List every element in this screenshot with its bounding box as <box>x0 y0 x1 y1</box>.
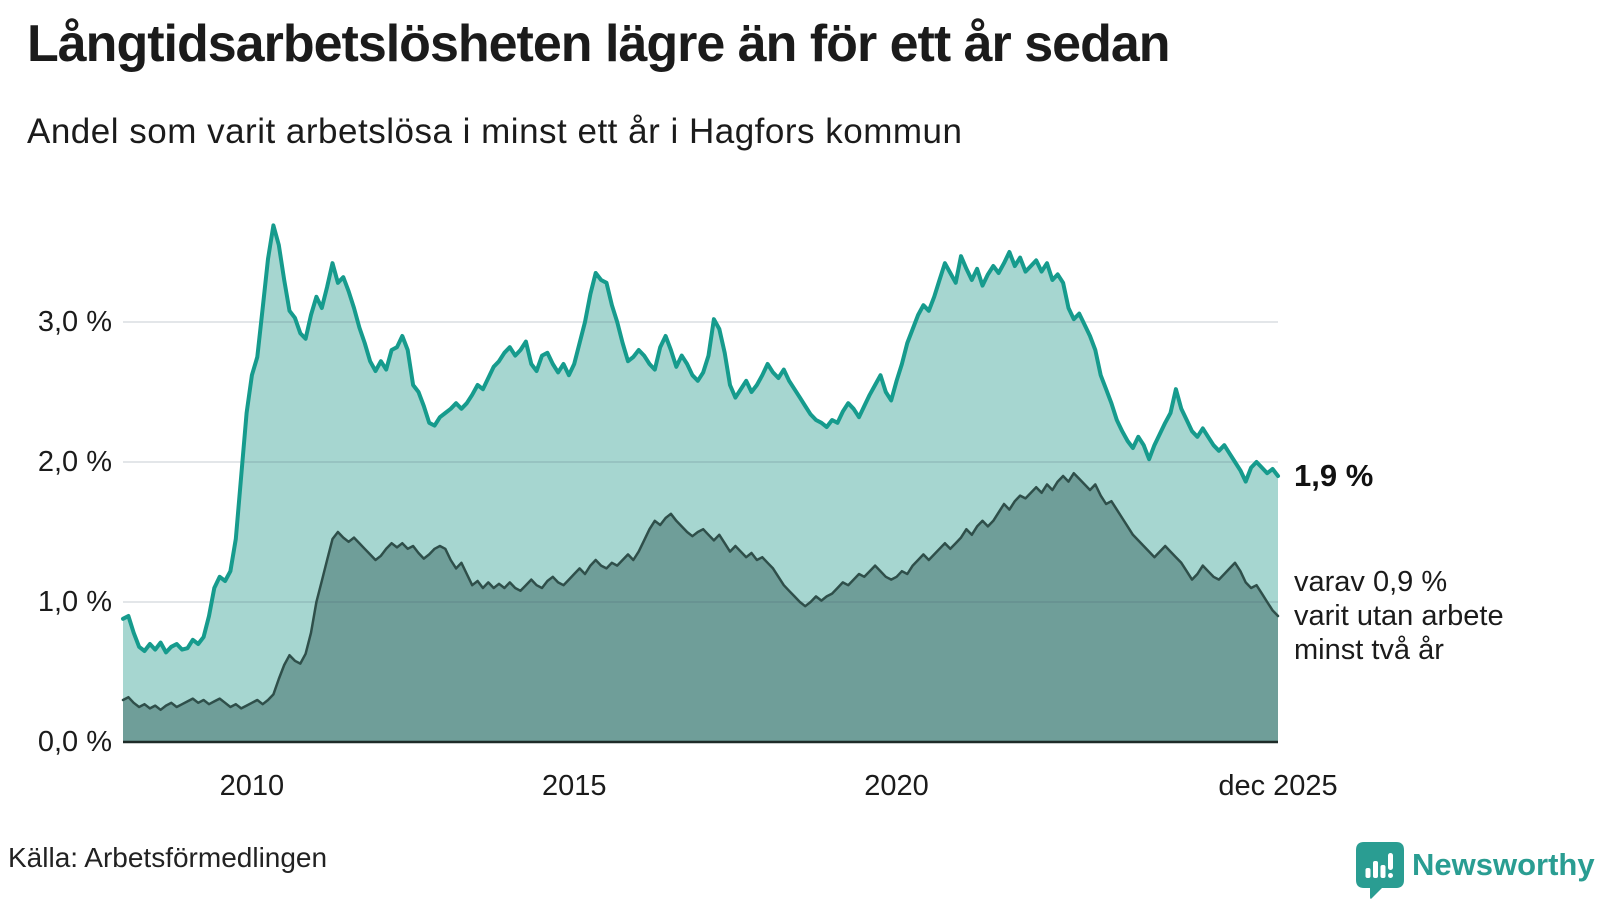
newsworthy-wordmark: Newsworthy <box>1412 847 1595 882</box>
end-note-annotation: varav 0,9 % varit utan arbete minst två … <box>1294 565 1504 667</box>
series-line-1 <box>121 471 1280 712</box>
newsworthy-logo <box>1356 842 1404 899</box>
x-tick-label: 2010 <box>219 770 285 802</box>
series-line-0 <box>121 223 1280 655</box>
newsworthy-icon <box>1356 842 1404 899</box>
page-subtitle: Andel som varit arbetslösa i minst ett å… <box>27 112 963 151</box>
end-note-line: varit utan arbete <box>1294 600 1504 632</box>
y-tick-label: 1,0 % <box>37 586 112 618</box>
chart-area: 0,0 % 1,0 % 2,0 % 3,0 % 2010 2015 2020 dec 2025… <box>0 170 1600 840</box>
end-note-line: minst två år <box>1294 634 1444 666</box>
y-tick-label: 3,0 % <box>37 306 112 338</box>
y-tick-label: 0,0 % <box>37 726 112 758</box>
source-text: Källa: Arbetsförmedlingen <box>8 842 328 873</box>
y-tick-label: 2,0 % <box>37 446 112 478</box>
end-value-label: 1,9 % <box>1294 458 1374 493</box>
x-tick-label: dec 2025 <box>1218 770 1338 802</box>
page-title: Långtidsarbetslösheten lägre än för ett … <box>27 15 1171 73</box>
series-area-1 <box>123 473 1278 742</box>
x-tick-label: 2015 <box>541 770 607 802</box>
area-chart-svg <box>121 223 1280 744</box>
end-note-line: varav 0,9 % <box>1294 566 1448 598</box>
x-tick-label: 2020 <box>864 770 929 802</box>
